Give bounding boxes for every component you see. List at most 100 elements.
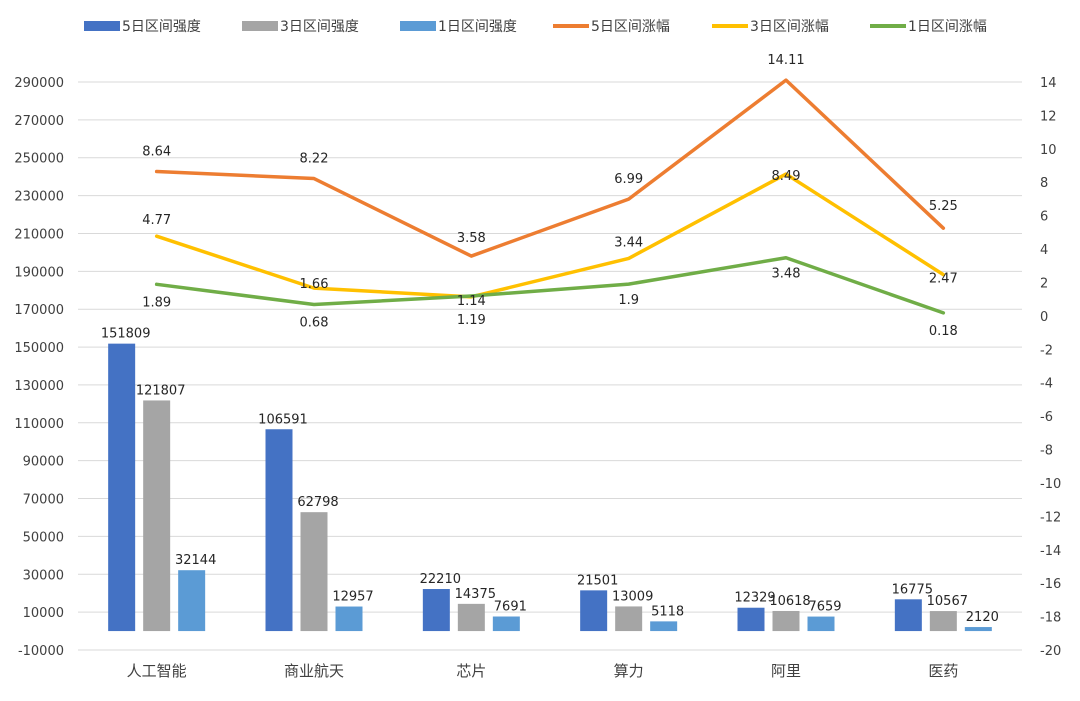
line-data-label: 1.9 — [618, 293, 639, 308]
y-right-tick-label: -6 — [1040, 410, 1053, 425]
bar — [772, 610, 800, 632]
gridlines — [78, 81, 1022, 651]
y-right-tick-label: -2 — [1040, 343, 1053, 358]
bar — [422, 589, 450, 632]
y-left-tick-label: 250000 — [14, 152, 64, 167]
bar — [457, 603, 485, 632]
bar-data-label: 7691 — [494, 600, 527, 615]
y-right-tick-label: 14 — [1040, 76, 1057, 91]
legend-item: 3日区间涨幅 — [712, 19, 829, 35]
y-right-tick-label: -14 — [1040, 544, 1061, 559]
legend-item: 3日区间强度 — [242, 19, 359, 35]
y-left-tick-label: 130000 — [14, 379, 64, 394]
line-series — [154, 255, 946, 315]
legend-swatch — [84, 21, 120, 31]
bar — [807, 616, 835, 632]
y-left-tick-label: 210000 — [14, 227, 64, 242]
line-data-label: 0.18 — [929, 324, 958, 339]
y-left-tick-label: -10000 — [18, 644, 64, 659]
y-left-tick-label: 50000 — [23, 530, 64, 545]
bar — [108, 343, 136, 632]
y-right-tick-label: -20 — [1040, 644, 1061, 659]
bar-data-label: 22210 — [420, 572, 461, 587]
axes: -10000 10000 30000 50000 70000 90000 110000 130… — [14, 76, 1061, 680]
line-data-label: 3.44 — [614, 235, 643, 250]
y-left-tick-label: 90000 — [23, 455, 64, 470]
bar — [929, 611, 957, 632]
line-series — [154, 78, 946, 258]
bar-data-label: 121807 — [136, 383, 186, 398]
bar — [580, 590, 608, 632]
legend-label: 1日区间强度 — [438, 19, 517, 35]
line-data-label: 5.25 — [929, 199, 958, 214]
y-left-tick-label: 270000 — [14, 114, 64, 129]
y-right-tick-label: 6 — [1040, 210, 1048, 225]
y-left-tick-label: 190000 — [14, 265, 64, 280]
bar — [650, 621, 678, 632]
y-right-tick-label: -8 — [1040, 444, 1053, 459]
x-tick-label: 医药 — [928, 662, 958, 680]
legend-swatch — [242, 21, 278, 31]
line-data-label: 4.77 — [142, 213, 171, 228]
line-data-label: 1.89 — [142, 295, 171, 310]
y-right-tick-label: -12 — [1040, 510, 1061, 525]
legend-item: 5日区间强度 — [84, 19, 201, 35]
y-right-tick-label: 4 — [1040, 243, 1048, 258]
bar-data-label: 16775 — [892, 582, 933, 597]
bar — [265, 429, 293, 632]
y-right-tick-label: -18 — [1040, 611, 1061, 626]
bar-data-label: 7659 — [808, 600, 841, 615]
legend-label: 3日区间强度 — [280, 19, 359, 35]
bar-data-label: 5118 — [651, 604, 684, 619]
bar-data-label: 12957 — [332, 590, 373, 605]
x-tick-label: 阿里 — [771, 662, 801, 680]
legend-item: 1日区间强度 — [400, 19, 517, 35]
line-data-label: 6.99 — [614, 172, 643, 187]
data-labels: 151809 106591 22210 21501 12329 16775 121807 62… — [101, 53, 999, 625]
lines — [154, 78, 946, 315]
bar-data-label: 14375 — [455, 587, 496, 602]
bar — [178, 570, 206, 632]
y-left-tick-label: 10000 — [23, 606, 64, 621]
y-right-tick-label: 12 — [1040, 109, 1057, 124]
legend-item: 1日区间涨幅 — [870, 19, 987, 35]
y-right-tick-label: -10 — [1040, 477, 1061, 492]
bar-data-label: 12329 — [734, 591, 775, 606]
line-data-label: 3.48 — [772, 267, 801, 282]
y-left-tick-label: 290000 — [14, 76, 64, 91]
legend-label: 5日区间涨幅 — [591, 19, 670, 35]
line-data-label: 1.66 — [300, 277, 329, 292]
bar-data-label: 32144 — [175, 553, 216, 568]
y-left-tick-label: 110000 — [14, 417, 64, 432]
line-data-label: 0.68 — [300, 316, 329, 331]
line-series — [154, 172, 946, 299]
bar — [894, 599, 922, 632]
line-data-label: 8.49 — [772, 169, 801, 184]
y-left-tick-label: 30000 — [23, 568, 64, 583]
line-data-label: 1.19 — [457, 313, 486, 328]
legend-label: 3日区间涨幅 — [750, 19, 829, 35]
legend-label: 5日区间强度 — [122, 19, 201, 35]
line-data-label: 1.14 — [457, 294, 486, 309]
bar-data-label: 21501 — [577, 573, 618, 588]
y-right-tick-label: 10 — [1040, 143, 1057, 158]
y-right-tick-label: -16 — [1040, 577, 1061, 592]
line-data-label: 2.47 — [929, 272, 958, 287]
y-right-tick-label: 0 — [1040, 310, 1048, 325]
bar-data-label: 151809 — [101, 327, 151, 342]
x-tick-label: 商业航天 — [284, 662, 344, 680]
y-right-tick-label: 2 — [1040, 276, 1048, 291]
y-left-tick-label: 230000 — [14, 190, 64, 205]
y-left-tick-label: 150000 — [14, 341, 64, 356]
line-data-label: 8.64 — [142, 145, 171, 160]
bars — [108, 343, 992, 632]
line-data-label: 3.58 — [457, 231, 486, 246]
legend-label: 1日区间涨幅 — [908, 19, 987, 35]
x-tick-label: 算力 — [614, 662, 644, 680]
y-right-tick-label: 8 — [1040, 176, 1048, 191]
y-left-tick-label: 70000 — [23, 493, 64, 508]
x-tick-label: 芯片 — [456, 662, 486, 680]
y-right-tick-label: -4 — [1040, 377, 1053, 392]
